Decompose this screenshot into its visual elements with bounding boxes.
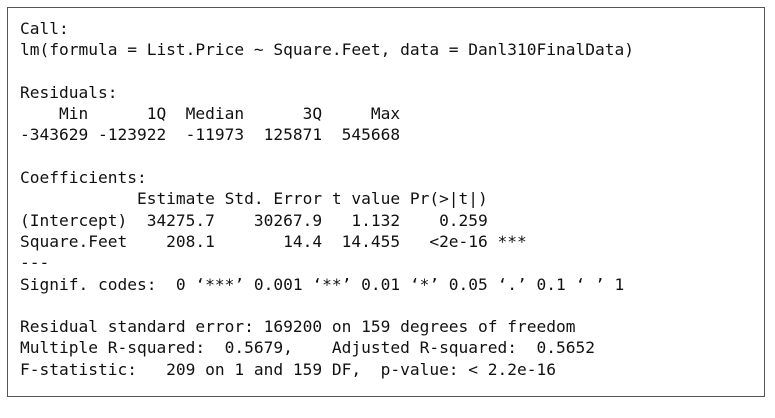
output-section: Coefficients: Estimate Std. Error t valu… xyxy=(20,167,764,295)
output-line: Coefficients: xyxy=(20,168,147,188)
output-line: Residual standard error: 169200 on 159 d… xyxy=(20,317,576,337)
output-line: Min 1Q Median 3Q Max xyxy=(20,104,401,124)
output-line: Residuals: xyxy=(20,82,118,102)
output-line: Estimate Std. Error t value Pr(>|t|) xyxy=(20,189,488,209)
output-line: F-statistic: 209 on 1 and 159 DF, p-valu… xyxy=(20,359,557,379)
output-section: Residuals: Min 1Q Median 3Q Max -343629 -… xyxy=(20,82,764,146)
output-section: Residual standard error: 169200 on 159 d… xyxy=(20,316,764,380)
output-line: --- xyxy=(20,253,50,273)
output-line: -343629 -123922 -11973 125871 545668 xyxy=(20,125,401,145)
output-line: Call: xyxy=(20,19,69,38)
output-line: Signif. codes: 0 ‘***’ 0.001 ‘**’ 0.01 ‘… xyxy=(20,274,625,294)
output-section: Call: lm(formula = List.Price ~ Square.Fe… xyxy=(20,18,764,61)
output-line: (Intercept) 34275.7 30267.9 1.132 0.259 xyxy=(20,210,488,230)
output-line: lm(formula = List.Price ~ Square.Feet, d… xyxy=(20,40,634,60)
output-line: Multiple R-squared: 0.5679, Adjusted R-s… xyxy=(20,338,595,358)
output-line: Square.Feet 208.1 14.4 14.455 <2e-16 *** xyxy=(20,231,527,251)
console-output: Call: lm(formula = List.Price ~ Square.Fe… xyxy=(7,7,765,397)
